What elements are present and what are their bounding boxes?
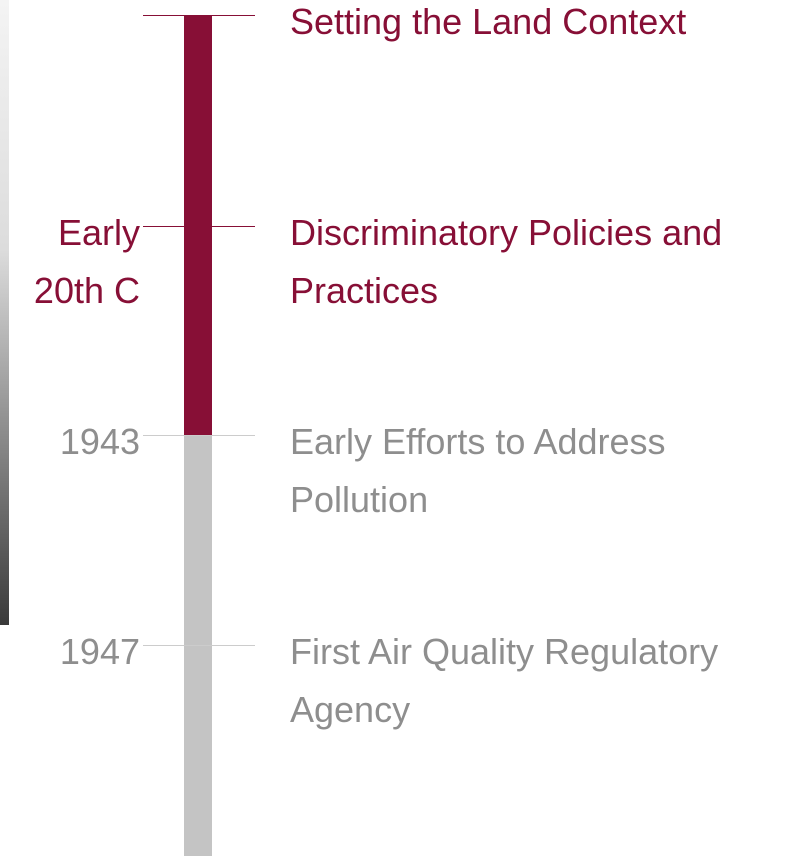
progress-bar-done [184,15,212,435]
timeline-link[interactable]: Early Efforts to Address Pollution [290,413,808,529]
timeline-date: 1947 [5,623,140,681]
timeline-tick [143,226,255,227]
timeline-link[interactable]: Discriminatory Policies and Practices [290,204,808,320]
timeline-date: 1943 [5,413,140,471]
timeline-tick [143,15,255,16]
timeline-tick [143,435,255,436]
timeline-tick [143,645,255,646]
timeline-date: Early 20th C [5,204,140,320]
timeline-link[interactable]: Setting the Land Context [290,0,808,51]
timeline-page: Setting the Land Context Early 20th C Disc… [0,0,808,856]
timeline-link[interactable]: First Air Quality Regulatory Agency [290,623,808,739]
